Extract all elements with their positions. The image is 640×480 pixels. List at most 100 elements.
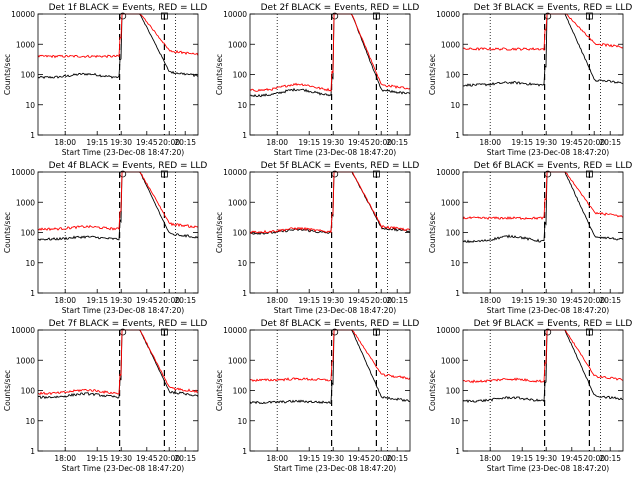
x-tick-label: 20:00 [370, 454, 392, 463]
x-axis-label: Start Time (23-Dec-08 18:47:20) [62, 148, 184, 157]
y-axis-label: Counts/sec [3, 212, 12, 253]
saa-marker-square [586, 170, 593, 178]
y-tick-label: 1 [30, 447, 35, 456]
series-line-lld [37, 329, 199, 396]
saa-marker-circle [544, 328, 552, 336]
y-tick-label: 10 [450, 259, 460, 268]
plot-frame [462, 171, 624, 294]
chart-panel-5: Det 5f BLACK = Events, RED = LLD Counts/s… [215, 161, 419, 315]
x-tick-label: 20:15 [386, 454, 408, 463]
plot-frame [249, 171, 411, 294]
chart-title: Det 8f BLACK = Events, RED = LLD [261, 319, 420, 329]
saa-marker-circle [119, 12, 127, 20]
x-tick-label: 19:45 [348, 138, 370, 147]
saa-marker-square [160, 12, 168, 20]
series-line-lld [249, 329, 411, 382]
chart-panel-7: Det 7f BLACK = Events, RED = LLD Counts/s… [3, 319, 207, 473]
plot-frame [249, 13, 411, 136]
y-tick-label: 1000 [441, 356, 460, 365]
y-tick-label: 100 [233, 229, 248, 238]
x-tick-label: 19:15 [298, 454, 320, 463]
y-tick-label: 10000 [223, 326, 247, 335]
x-tick-label: 19:30 [322, 454, 344, 463]
x-axis-label: Start Time (23-Dec-08 18:47:20) [487, 306, 609, 315]
y-tick-label: 1000 [16, 40, 35, 49]
x-tick-label: 19:15 [511, 296, 533, 305]
y-tick-label: 100 [446, 71, 461, 80]
series-line-events [37, 13, 199, 79]
x-tick-label: 20:15 [386, 296, 408, 305]
x-axis-label: Start Time (23-Dec-08 18:47:20) [274, 306, 396, 315]
saa-marker-square [372, 170, 380, 178]
y-tick-label: 10 [237, 101, 247, 110]
y-tick-label: 10000 [436, 10, 460, 19]
y-axis-label: Counts/sec [428, 212, 437, 253]
y-tick-label: 100 [446, 229, 461, 238]
y-tick-label: 10 [237, 417, 247, 426]
y-axis-label: Counts/sec [3, 370, 12, 411]
x-axis-label: Start Time (23-Dec-08 18:47:20) [274, 464, 396, 473]
y-tick-label: 10 [237, 259, 247, 268]
y-tick-label: 1 [242, 131, 247, 140]
plot-frame [37, 13, 199, 136]
x-tick-label: 18:00 [266, 454, 288, 463]
y-tick-label: 100 [446, 387, 461, 396]
y-axis-label: Counts/sec [428, 370, 437, 411]
y-tick-label: 1 [242, 289, 247, 298]
y-tick-label: 10 [25, 259, 35, 268]
x-tick-label: 20:00 [583, 454, 605, 463]
plot-frame [462, 13, 624, 136]
x-tick-label: 18:00 [479, 138, 501, 147]
x-tick-label: 19:15 [86, 454, 108, 463]
plot-frame [249, 329, 411, 452]
y-tick-label: 1000 [228, 198, 247, 207]
saa-marker-square [372, 328, 380, 336]
x-tick-label: 19:45 [561, 454, 583, 463]
x-tick-label: 18:00 [479, 296, 501, 305]
y-tick-label: 10000 [223, 168, 247, 177]
x-tick-label: 18:00 [479, 454, 501, 463]
y-tick-label: 10000 [11, 168, 35, 177]
y-axis-label: Counts/sec [215, 212, 224, 253]
x-tick-label: 19:45 [561, 138, 583, 147]
y-tick-label: 1 [455, 289, 460, 298]
series-line-lld [462, 171, 624, 220]
x-tick-label: 19:45 [561, 296, 583, 305]
x-tick-label: 19:30 [322, 296, 344, 305]
plot-frame [37, 329, 199, 452]
y-axis-label: Counts/sec [3, 54, 12, 95]
chart-title: Det 3f BLACK = Events, RED = LLD [474, 3, 633, 13]
x-tick-label: 19:45 [136, 454, 158, 463]
y-tick-label: 10 [450, 417, 460, 426]
series-line-lld [249, 13, 411, 92]
x-tick-label: 19:30 [535, 454, 557, 463]
series-line-events [249, 329, 411, 405]
series-line-events [249, 13, 411, 98]
x-tick-label: 19:15 [511, 454, 533, 463]
y-tick-label: 100 [233, 71, 248, 80]
saa-marker-square [586, 328, 593, 336]
series-line-events [37, 329, 199, 400]
y-tick-label: 1000 [441, 198, 460, 207]
x-tick-label: 20:00 [370, 138, 392, 147]
chart-panel-2: Det 2f BLACK = Events, RED = LLD Counts/s… [215, 3, 419, 157]
x-tick-label: 20:15 [174, 138, 196, 147]
series-line-lld [37, 13, 199, 59]
x-tick-label: 20:00 [583, 296, 605, 305]
chart-panel-8: Det 8f BLACK = Events, RED = LLD Counts/s… [215, 319, 419, 473]
x-tick-label: 19:30 [110, 296, 132, 305]
x-axis-label: Start Time (23-Dec-08 18:47:20) [487, 148, 609, 157]
x-tick-label: 19:15 [511, 138, 533, 147]
chart-panel-9: Det 9f BLACK = Events, RED = LLD Counts/s… [428, 319, 632, 473]
x-tick-label: 19:15 [86, 296, 108, 305]
series-line-events [462, 329, 624, 403]
x-tick-label: 19:15 [298, 296, 320, 305]
x-tick-label: 20:15 [599, 138, 621, 147]
x-tick-label: 20:15 [599, 296, 621, 305]
plot-frame [462, 329, 624, 452]
x-axis-label: Start Time (23-Dec-08 18:47:20) [487, 464, 609, 473]
chart-title: Det 5f BLACK = Events, RED = LLD [261, 161, 420, 171]
chart-panel-4: Det 4f BLACK = Events, RED = LLD Counts/s… [3, 161, 207, 315]
y-tick-label: 10000 [11, 326, 35, 335]
